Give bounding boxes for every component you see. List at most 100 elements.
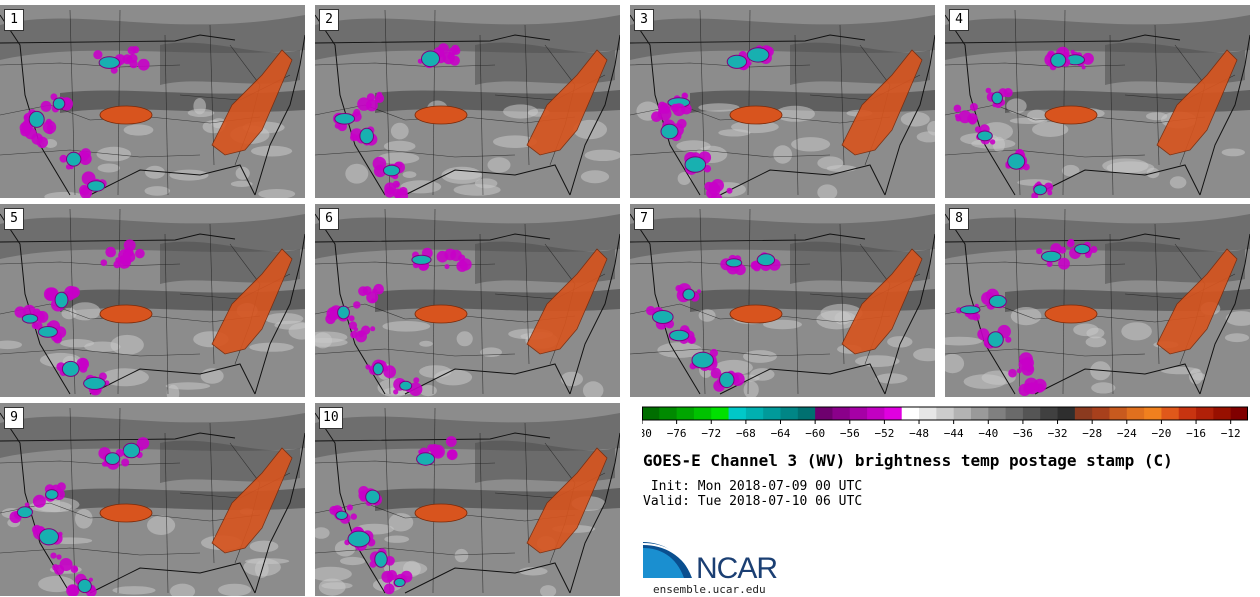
cold-cloud-top [991, 91, 1004, 105]
moist-patch [315, 566, 352, 582]
state-line [479, 34, 484, 196]
convective-cell [711, 179, 724, 192]
colorbar-swatch [1178, 407, 1197, 420]
convective-cell [40, 100, 52, 112]
state-line [384, 208, 391, 395]
convective-cell [73, 566, 78, 571]
moist-patch [147, 515, 176, 535]
cold-cloud-top [959, 305, 981, 315]
state-line [794, 233, 799, 395]
moist-patch [913, 348, 935, 362]
state-line [384, 9, 391, 196]
coastline [945, 213, 1016, 395]
convective-cell [366, 291, 379, 304]
convective-cell [50, 552, 57, 559]
warm-region-central [414, 503, 468, 523]
convective-cell [646, 306, 656, 316]
convective-cell [348, 321, 358, 330]
moist-patch [258, 189, 296, 198]
moist-patch [235, 166, 250, 180]
coastline [404, 363, 571, 395]
convective-cell [985, 87, 992, 94]
cold-cloud-top [411, 254, 432, 265]
coastline [404, 562, 571, 594]
valid-time: Valid: Tue 2018-07-10 06 UTC [643, 494, 863, 509]
convective-cell [450, 249, 462, 262]
warm-region-east [841, 248, 923, 355]
colorbar-tick-label: −76 [667, 427, 687, 440]
cold-cloud-top [393, 577, 406, 588]
convective-cell [136, 437, 150, 450]
state-line [945, 261, 1126, 267]
convective-cell [59, 154, 68, 163]
moist-patch [887, 336, 913, 348]
cold-cloud-top [1074, 243, 1091, 255]
colorbar-swatch [884, 407, 903, 420]
colorbar-tick-label: −68 [736, 427, 756, 440]
convective-cell [1047, 190, 1053, 196]
moist-patch [698, 103, 740, 112]
moist-patch [1169, 176, 1187, 189]
state-line [315, 149, 516, 158]
moist-patch [123, 124, 154, 136]
panel-label: 5 [4, 208, 24, 230]
colorbar-swatch [988, 407, 1007, 420]
moist-patch [855, 355, 900, 367]
moist-patch [315, 527, 330, 539]
moist-patch [454, 548, 469, 563]
border-line [0, 432, 236, 442]
border-line [315, 233, 551, 243]
convective-cell [67, 584, 79, 596]
cold-cloud-top [660, 123, 679, 140]
convective-cell [972, 313, 981, 321]
state-line [479, 432, 484, 594]
convective-cell [968, 116, 977, 125]
coastline [719, 363, 886, 395]
warm-region-east [211, 447, 293, 554]
coastline [719, 164, 886, 196]
coastline [884, 233, 935, 395]
coastline [1034, 164, 1201, 196]
cold-cloud-top [21, 313, 39, 324]
colorbar-swatch [1196, 407, 1214, 420]
moist-patch [419, 385, 437, 397]
convective-cell [677, 118, 687, 129]
convective-cell [451, 44, 460, 54]
convective-cell [1058, 246, 1067, 254]
moist-patch [315, 337, 348, 347]
panel-5: 5 [0, 204, 305, 397]
state-line [630, 149, 831, 158]
cold-cloud-top [38, 528, 60, 546]
moist-patch [945, 336, 983, 346]
moist-patch [38, 575, 75, 593]
state-line [1109, 233, 1114, 395]
state-line [315, 62, 496, 68]
moist-patch [264, 313, 304, 325]
cold-cloud-top [374, 551, 388, 568]
colorbar-tick-label: −20 [1151, 427, 1171, 440]
convective-cell [709, 348, 718, 358]
moist-patch [487, 157, 511, 173]
moist-patch [743, 350, 777, 363]
panel-4: 4 [945, 5, 1250, 198]
moist-patch [1010, 307, 1042, 326]
convective-cell [974, 126, 982, 133]
state-line [117, 9, 121, 196]
moist-patch [419, 340, 433, 347]
moist-patch [419, 365, 452, 378]
convective-cell [376, 91, 383, 98]
cold-cloud-top [16, 506, 33, 519]
moist-patch [480, 347, 502, 357]
convective-cell [358, 286, 368, 297]
moist-patch [916, 131, 935, 143]
state-line [479, 233, 484, 395]
coastline [0, 14, 71, 196]
convective-cell [56, 554, 62, 560]
convective-cell [413, 377, 420, 384]
warm-region-east [526, 248, 608, 355]
coastline [1199, 233, 1250, 395]
convective-cell [31, 322, 39, 329]
state-line [0, 460, 181, 466]
moist-patch [288, 323, 305, 340]
state-line [432, 407, 436, 594]
